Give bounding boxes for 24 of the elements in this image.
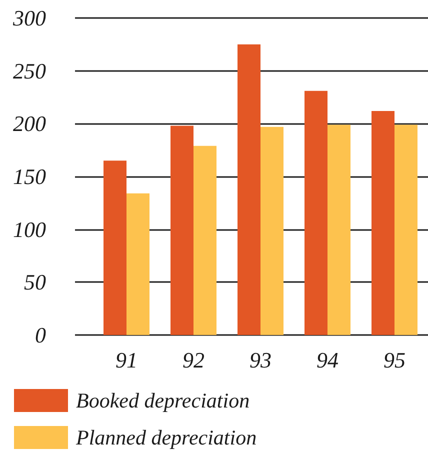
y-tick-label: 200: [13, 111, 46, 136]
bar: [194, 146, 216, 335]
bar: [238, 44, 260, 335]
x-tick-label: 93: [250, 348, 272, 372]
x-tick-label: 95: [384, 348, 406, 372]
legend-label: Booked depreciation: [76, 388, 250, 412]
bar: [372, 110, 394, 335]
x-tick-label: 91: [116, 348, 138, 372]
y-tick-label: 150: [13, 164, 46, 189]
y-tick-label: 100: [13, 216, 46, 242]
y-tick-label: 300: [12, 6, 46, 30]
legend-label: Planned depreciation: [75, 426, 257, 450]
bar: [328, 124, 350, 335]
x-tick-label: 94: [316, 348, 338, 372]
bar: [126, 193, 150, 335]
x-tick-label: 92: [182, 348, 204, 372]
bar: [304, 90, 328, 335]
bar: [394, 124, 418, 335]
bar: [260, 126, 284, 335]
bar: [104, 160, 126, 335]
bar: [170, 126, 194, 335]
y-tick-label: 0: [35, 322, 46, 348]
y-tick-label: 250: [13, 58, 46, 84]
y-tick-label: 50: [24, 270, 46, 295]
